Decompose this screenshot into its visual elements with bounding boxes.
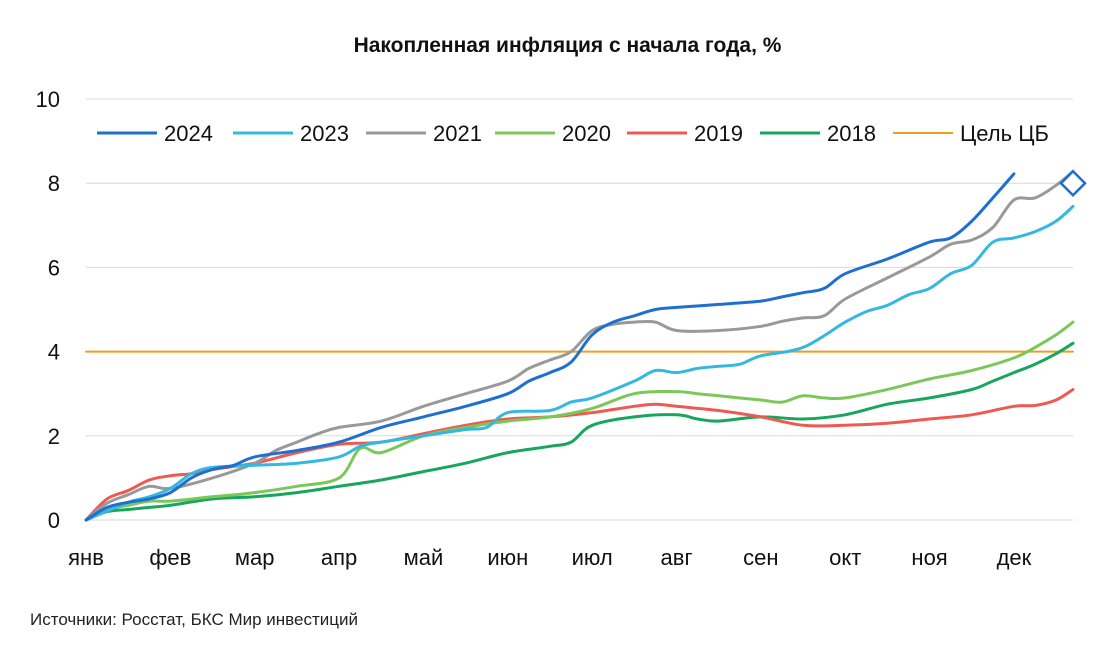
grid-lines [86, 98, 1073, 521]
markers [1059, 169, 1087, 197]
x-tick-label: июл [572, 545, 613, 570]
series-line-2024 [84, 172, 1016, 522]
x-tick-label: апр [321, 545, 357, 570]
x-tick-label: окт [829, 545, 861, 570]
x-tick-label: дек [997, 545, 1032, 570]
series-line-2023 [84, 204, 1075, 522]
x-tick-label: май [404, 545, 444, 570]
y-axis-tick-labels: 0 2 4 6 8 10 [36, 87, 60, 533]
diamond-marker [1059, 169, 1087, 197]
legend-label: 2021 [433, 121, 482, 146]
legend-label: 2024 [164, 121, 213, 146]
series-line-2020 [84, 320, 1075, 522]
y-tick-label: 10 [36, 87, 60, 112]
y-tick-label: 4 [48, 340, 60, 365]
y-tick-label: 8 [48, 171, 60, 196]
x-axis-tick-labels: янв фев мар апр май июн июл авг сен окт ноя дек [68, 545, 1032, 570]
x-tick-label: фев [149, 545, 191, 570]
chart-title: Накопленная инфляция с начала года, % [353, 34, 782, 57]
source-note: Источники: Росстат, БКС Мир инвестиций [30, 610, 358, 629]
legend-label: 2018 [827, 121, 876, 146]
y-tick-label: 2 [48, 424, 60, 449]
y-tick-label: 0 [48, 508, 60, 533]
legend: 2024 2023 2021 2020 2019 2018 Цель ЦБ [97, 121, 1049, 146]
x-tick-label: авг [661, 545, 693, 570]
line-chart: 0 2 4 6 8 10 янв фев мар апр май июн июл авг сен окт но… [36, 87, 1087, 570]
y-tick-label: 6 [48, 255, 60, 280]
x-tick-label: июн [487, 545, 528, 570]
x-tick-label: сен [743, 545, 778, 570]
x-tick-label: янв [68, 545, 104, 570]
series-line-2018 [84, 341, 1075, 522]
legend-label: 2019 [694, 121, 743, 146]
legend-label: 2020 [562, 121, 611, 146]
series-lines [84, 169, 1075, 522]
legend-label: Цель ЦБ [960, 121, 1049, 146]
x-tick-label: ноя [911, 545, 947, 570]
legend-label: 2023 [300, 121, 349, 146]
x-tick-label: мар [235, 545, 275, 570]
series-line-2019 [84, 388, 1075, 522]
